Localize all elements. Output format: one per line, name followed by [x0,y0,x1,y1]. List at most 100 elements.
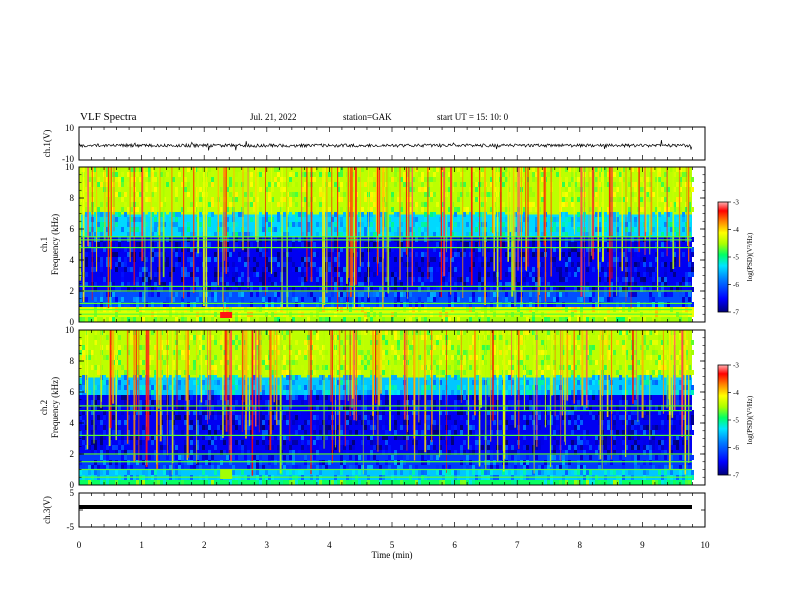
spectrogram-cell [286,375,289,380]
spectrogram-cell [577,187,580,192]
spectrogram-cell [574,182,577,187]
spectrogram-cell [454,425,457,430]
spectrogram-cell [127,207,130,212]
spectrogram-cell [343,302,346,307]
spectrogram-cell [151,365,154,370]
spectrogram-cell [82,375,85,380]
spectrogram-cell [163,340,166,345]
spectrogram-cell [565,227,568,232]
spectrogram-cell [565,257,568,262]
spectrogram-cell [613,242,616,247]
spectrogram-cell [604,167,607,172]
spectrogram-cell [292,460,295,465]
spectrogram-cell [340,440,343,445]
spectrogram-cell [346,415,349,420]
spectrogram-cell [97,207,100,212]
spectrogram-cell [532,252,535,257]
spectrogram-cell [319,445,322,450]
spectrogram-cell [211,282,214,287]
spectrogram-cell [256,247,259,252]
spectrogram-cell [208,450,211,455]
spectrogram-cell [409,167,412,172]
spectrogram-cell [343,355,346,360]
spectrogram-cell [373,192,376,197]
spectrogram-cell [556,287,559,292]
spectrogram-cell [556,207,559,212]
spectrogram-cell [265,262,268,267]
spectrogram-cell [91,400,94,405]
spectrogram-cell [175,465,178,470]
spectrogram-cell [355,292,358,297]
spectrogram-cell [673,262,676,267]
spectrogram-cell [469,390,472,395]
spectrogram-cell [388,465,391,470]
spectrogram-cell [394,390,397,395]
spectrogram-cell [358,375,361,380]
spectrogram-cell [343,460,346,465]
spectrogram-cell [277,455,280,460]
spectrogram-cell [121,435,124,440]
spectrogram-cell [367,410,370,415]
spectrogram-cell [481,192,484,197]
spectrogram-cell [238,167,241,172]
spectrogram-cell [154,172,157,177]
spectrogram-cell [439,217,442,222]
spectrogram-cell [385,360,388,365]
spectrogram-cell [313,252,316,257]
spectrogram-cell [85,400,88,405]
spectrogram-cell [361,167,364,172]
spectrogram-cell [454,297,457,302]
spectrogram-cell [574,172,577,177]
spectrogram-cell [235,385,238,390]
spectrogram-cell [472,465,475,470]
spectrogram-cell [247,425,250,430]
sferic-streak [217,167,219,286]
spectrogram-cell [391,227,394,232]
spectrogram-cell [454,375,457,380]
spectrogram-cell [340,282,343,287]
spectrogram-cell [409,317,412,322]
spectrogram-cell [385,212,388,217]
spectrogram-cell [286,345,289,350]
spectrogram-cell [364,227,367,232]
spectrogram-cell [514,222,517,227]
spectrogram-cell [637,302,640,307]
spectrogram-cell [112,282,115,287]
spectrogram-cell [85,410,88,415]
spectrogram-cell [436,167,439,172]
spectrogram-cell [385,445,388,450]
spectrogram-cell [118,192,121,197]
spectrogram-cell [292,465,295,470]
spectrogram-cell [175,222,178,227]
spectrogram-cell [418,390,421,395]
spectrogram-cell [199,202,202,207]
spectrogram-cell [400,197,403,202]
spectrogram-cell [400,360,403,365]
spectrogram-cell [439,395,442,400]
spectrogram-cell [466,350,469,355]
spectrogram-cell [460,252,463,257]
spectrogram-cell [457,262,460,267]
spectrogram-cell [676,167,679,172]
spectrogram-cell [103,415,106,420]
spectrogram-cell [85,212,88,217]
spectrogram-cell [85,425,88,430]
spectrogram-cell [682,302,685,307]
spectrogram-cell [256,450,259,455]
spectrogram-cell [223,410,226,415]
spectrogram-cell [127,415,130,420]
spectrogram-cell [229,317,232,322]
spectrogram-cell [274,330,277,335]
spectrogram-cell [355,455,358,460]
spectrogram-cell [361,292,364,297]
spectrogram-cell [136,365,139,370]
spectrogram-cell [589,292,592,297]
spectrogram-cell [343,395,346,400]
spectrogram-cell [514,187,517,192]
spectrogram-cell [418,317,421,322]
spectrogram-cell [223,375,226,380]
spectrogram-cell [523,272,526,277]
spectrogram-cell [400,355,403,360]
spectrogram-cell [91,465,94,470]
spectrogram-cell [181,292,184,297]
